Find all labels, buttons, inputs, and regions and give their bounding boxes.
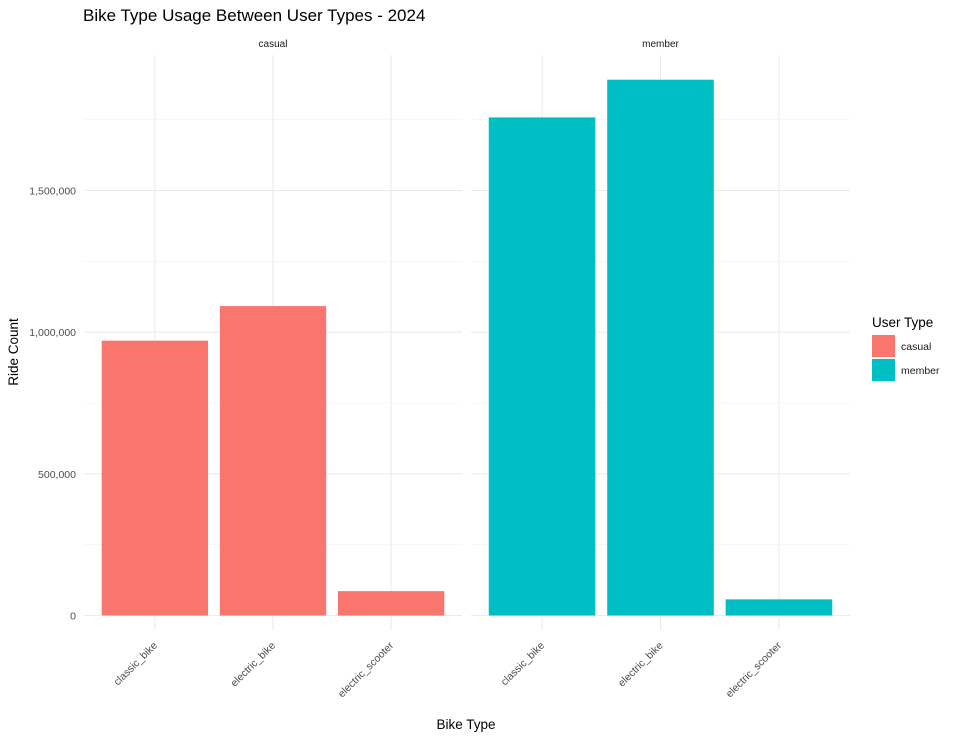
x-tick-label: electric_bike [228, 640, 278, 690]
legend: User Type casual member [872, 315, 940, 381]
x-tick-label: classic_bike [111, 640, 160, 689]
legend-swatch-member [872, 359, 895, 381]
panel-casual: casual classic_bike electric_bike electric_… [84, 39, 462, 700]
facet-strip-label: member [642, 39, 679, 50]
legend-label-casual: casual [901, 341, 931, 353]
x-axis-title: Bike Type [436, 717, 495, 732]
legend-swatch-casual [872, 335, 895, 357]
y-tick-label: 500,000 [38, 469, 76, 481]
facet-panels: casual classic_bike electric_bike electric_… [29, 39, 850, 700]
legend-label-member: member [901, 365, 940, 377]
x-tick-label: classic_bike [499, 640, 548, 689]
bar-member-electric_bike [607, 79, 714, 616]
bar-casual-electric_bike [219, 306, 327, 616]
y-tick-label: 1,000,000 [29, 327, 76, 339]
bar-casual-classic_bike [101, 340, 209, 616]
x-tick-label: electric_scooter [336, 639, 397, 700]
panel-member: member classic_bike electric_bike electric_… [471, 39, 850, 700]
legend-title: User Type [872, 315, 933, 330]
y-tick-label: 0 [70, 611, 76, 623]
x-tick-label: electric_bike [616, 640, 666, 690]
y-tick-label: 1,500,000 [29, 186, 76, 198]
y-axis-title: Ride Count [6, 318, 21, 386]
x-tick-label: electric_scooter [724, 639, 785, 700]
bar-member-classic_bike [488, 117, 596, 616]
facet-strip-label: casual [259, 39, 288, 50]
bar-casual-electric_scooter [337, 591, 445, 616]
bar-member-electric_scooter [725, 599, 833, 616]
chart-title: Bike Type Usage Between User Types - 202… [83, 6, 425, 25]
